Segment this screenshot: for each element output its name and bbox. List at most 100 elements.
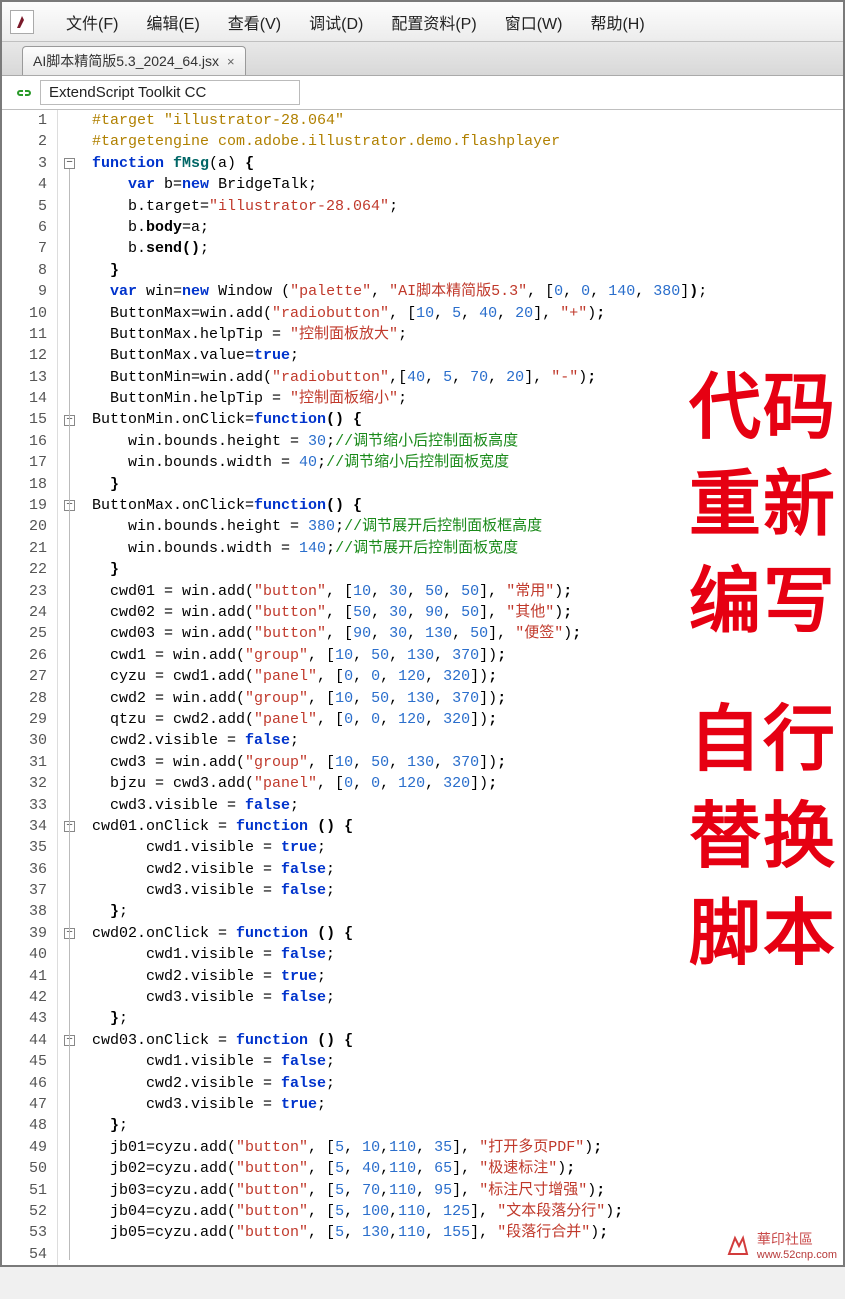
code-editor[interactable]: 1234567891011121314151617181920212223242…: [2, 110, 843, 1265]
app-window: 文件(F) 编辑(E) 查看(V) 调试(D) 配置资料(P) 窗口(W) 帮助…: [0, 0, 845, 1267]
line-number: 14: [2, 388, 47, 409]
code-line[interactable]: }: [92, 474, 843, 495]
code-line[interactable]: function fMsg(a) {: [92, 153, 843, 174]
line-number: 2: [2, 131, 47, 152]
line-number: 12: [2, 345, 47, 366]
menubar: 文件(F) 编辑(E) 查看(V) 调试(D) 配置资料(P) 窗口(W) 帮助…: [2, 2, 843, 42]
line-number: 18: [2, 474, 47, 495]
menu-edit[interactable]: 编辑(E): [132, 4, 213, 40]
code-line[interactable]: cwd1.visible = false;: [92, 944, 843, 965]
document-tab[interactable]: AI脚本精简版5.3_2024_64.jsx ×: [22, 46, 246, 75]
code-line[interactable]: cwd3.visible = false;: [92, 880, 843, 901]
watermark: 華印社區 www.52cnp.com: [725, 1229, 837, 1261]
code-line[interactable]: ButtonMax.helpTip = "控制面板放大";: [92, 324, 843, 345]
line-number-gutter: 1234567891011121314151617181920212223242…: [2, 110, 58, 1265]
line-number: 37: [2, 880, 47, 901]
line-number: 36: [2, 859, 47, 880]
line-number: 17: [2, 452, 47, 473]
code-line[interactable]: jb01=cyzu.add("button", [5, 10,110, 35],…: [92, 1137, 843, 1158]
code-line[interactable]: ButtonMax=win.add("radiobutton", [10, 5,…: [92, 303, 843, 324]
fold-column: −−−−−−: [58, 110, 88, 1265]
fold-toggle-icon[interactable]: −: [64, 158, 75, 169]
code-line[interactable]: win.bounds.width = 40;//调节缩小后控制面板宽度: [92, 452, 843, 473]
line-number: 7: [2, 238, 47, 259]
line-number: 40: [2, 944, 47, 965]
code-line[interactable]: cwd02.onClick = function () {: [92, 923, 843, 944]
menu-view[interactable]: 查看(V): [214, 4, 295, 40]
line-number: 43: [2, 1008, 47, 1029]
code-line[interactable]: }: [92, 559, 843, 580]
code-line[interactable]: cwd2.visible = false;: [92, 1073, 843, 1094]
tabbar: AI脚本精简版5.3_2024_64.jsx ×: [2, 42, 843, 76]
code-area[interactable]: #target "illustrator-28.064"#targetengin…: [88, 110, 843, 1265]
line-number: 31: [2, 752, 47, 773]
code-line[interactable]: ButtonMin.onClick=function() {: [92, 409, 843, 430]
code-line[interactable]: cwd02 = win.add("button", [50, 30, 90, 5…: [92, 602, 843, 623]
code-line[interactable]: cwd1 = win.add("group", [10, 50, 130, 37…: [92, 645, 843, 666]
code-line[interactable]: jb02=cyzu.add("button", [5, 40,110, 65],…: [92, 1158, 843, 1179]
line-number: 47: [2, 1094, 47, 1115]
code-line[interactable]: cwd03 = win.add("button", [90, 30, 130, …: [92, 623, 843, 644]
line-number: 53: [2, 1222, 47, 1243]
code-line[interactable]: cyzu = cwd1.add("panel", [0, 0, 120, 320…: [92, 666, 843, 687]
code-line[interactable]: };: [92, 1115, 843, 1136]
code-line[interactable]: var b=new BridgeTalk;: [92, 174, 843, 195]
code-line[interactable]: qtzu = cwd2.add("panel", [0, 0, 120, 320…: [92, 709, 843, 730]
code-line[interactable]: cwd3.visible = true;: [92, 1094, 843, 1115]
code-line[interactable]: win.bounds.height = 30;//调节缩小后控制面板高度: [92, 431, 843, 452]
code-line[interactable]: cwd01 = win.add("button", [10, 30, 50, 5…: [92, 581, 843, 602]
code-line[interactable]: };: [92, 1008, 843, 1029]
code-line[interactable]: #targetengine com.adobe.illustrator.demo…: [92, 131, 843, 152]
line-number: 16: [2, 431, 47, 452]
line-number: 3: [2, 153, 47, 174]
code-line[interactable]: ButtonMax.onClick=function() {: [92, 495, 843, 516]
line-number: 23: [2, 581, 47, 602]
line-number: 5: [2, 196, 47, 217]
tab-close-icon[interactable]: ×: [227, 54, 235, 69]
line-number: 8: [2, 260, 47, 281]
code-line[interactable]: cwd3.visible = false;: [92, 795, 843, 816]
code-line[interactable]: cwd3.visible = false;: [92, 987, 843, 1008]
app-icon: [10, 10, 34, 34]
code-line[interactable]: }: [92, 260, 843, 281]
code-line[interactable]: #target "illustrator-28.064": [92, 110, 843, 131]
code-line[interactable]: ButtonMin.helpTip = "控制面板缩小";: [92, 388, 843, 409]
menu-debug[interactable]: 调试(D): [295, 4, 377, 40]
code-line[interactable]: win.bounds.width = 140;//调节展开后控制面板宽度: [92, 538, 843, 559]
chain-link-icon[interactable]: [14, 85, 34, 101]
code-line[interactable]: ButtonMin=win.add("radiobutton",[40, 5, …: [92, 367, 843, 388]
line-number: 32: [2, 773, 47, 794]
code-line[interactable]: cwd1.visible = false;: [92, 1051, 843, 1072]
menu-window[interactable]: 窗口(W): [491, 4, 577, 40]
line-number: 19: [2, 495, 47, 516]
menu-profile[interactable]: 配置资料(P): [377, 4, 490, 40]
line-number: 22: [2, 559, 47, 580]
line-number: 13: [2, 367, 47, 388]
code-line[interactable]: jb04=cyzu.add("button", [5, 100,110, 125…: [92, 1201, 843, 1222]
code-line[interactable]: cwd03.onClick = function () {: [92, 1030, 843, 1051]
code-line[interactable]: cwd01.onClick = function () {: [92, 816, 843, 837]
code-line[interactable]: b.send();: [92, 238, 843, 259]
code-line[interactable]: win.bounds.height = 380;//调节展开后控制面板框高度: [92, 516, 843, 537]
menu-file[interactable]: 文件(F): [52, 4, 132, 40]
line-number: 27: [2, 666, 47, 687]
line-number: 28: [2, 688, 47, 709]
code-line[interactable]: cwd1.visible = true;: [92, 837, 843, 858]
code-line[interactable]: b.body=a;: [92, 217, 843, 238]
menu-help[interactable]: 帮助(H): [576, 4, 658, 40]
code-line[interactable]: cwd2.visible = false;: [92, 859, 843, 880]
code-line[interactable]: cwd2.visible = false;: [92, 730, 843, 751]
code-line[interactable]: cwd2 = win.add("group", [10, 50, 130, 37…: [92, 688, 843, 709]
code-line[interactable]: ButtonMax.value=true;: [92, 345, 843, 366]
code-line[interactable]: };: [92, 901, 843, 922]
code-line[interactable]: jb03=cyzu.add("button", [5, 70,110, 95],…: [92, 1180, 843, 1201]
line-number: 45: [2, 1051, 47, 1072]
line-number: 21: [2, 538, 47, 559]
code-line[interactable]: b.target="illustrator-28.064";: [92, 196, 843, 217]
code-line[interactable]: var win=new Window ("palette", "AI脚本精简版5…: [92, 281, 843, 302]
target-app-select[interactable]: ExtendScript Toolkit CC: [40, 80, 300, 105]
code-line[interactable]: cwd2.visible = true;: [92, 966, 843, 987]
line-number: 24: [2, 602, 47, 623]
code-line[interactable]: bjzu = cwd3.add("panel", [0, 0, 120, 320…: [92, 773, 843, 794]
code-line[interactable]: cwd3 = win.add("group", [10, 50, 130, 37…: [92, 752, 843, 773]
